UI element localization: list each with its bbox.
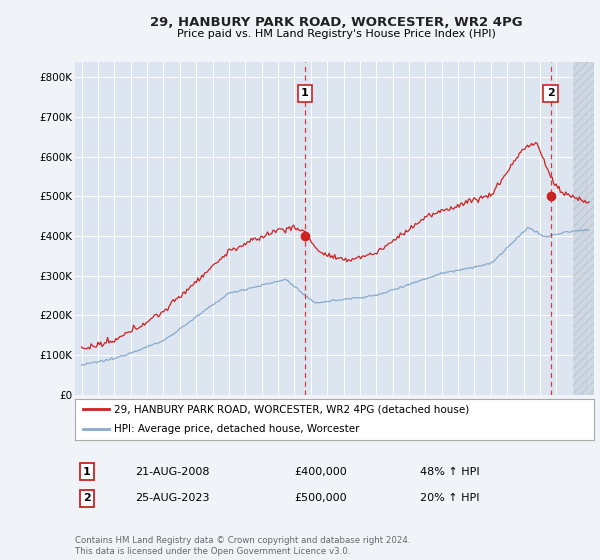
Text: 1: 1 — [83, 466, 91, 477]
Text: HPI: Average price, detached house, Worcester: HPI: Average price, detached house, Worc… — [114, 424, 359, 433]
Text: £400,000: £400,000 — [294, 466, 347, 477]
Text: 21-AUG-2008: 21-AUG-2008 — [135, 466, 209, 477]
Text: Contains HM Land Registry data © Crown copyright and database right 2024.
This d: Contains HM Land Registry data © Crown c… — [75, 536, 410, 556]
Text: 29, HANBURY PARK ROAD, WORCESTER, WR2 4PG: 29, HANBURY PARK ROAD, WORCESTER, WR2 4P… — [149, 16, 523, 29]
Text: Price paid vs. HM Land Registry's House Price Index (HPI): Price paid vs. HM Land Registry's House … — [176, 29, 496, 39]
Text: 2: 2 — [83, 493, 91, 503]
Text: 48% ↑ HPI: 48% ↑ HPI — [420, 466, 479, 477]
Text: 2: 2 — [547, 88, 554, 99]
Text: 29, HANBURY PARK ROAD, WORCESTER, WR2 4PG (detached house): 29, HANBURY PARK ROAD, WORCESTER, WR2 4P… — [114, 404, 469, 414]
Text: 20% ↑ HPI: 20% ↑ HPI — [420, 493, 479, 503]
Text: 25-AUG-2023: 25-AUG-2023 — [135, 493, 209, 503]
Bar — [573, 62, 594, 395]
Text: £500,000: £500,000 — [294, 493, 347, 503]
Text: 1: 1 — [301, 88, 309, 99]
